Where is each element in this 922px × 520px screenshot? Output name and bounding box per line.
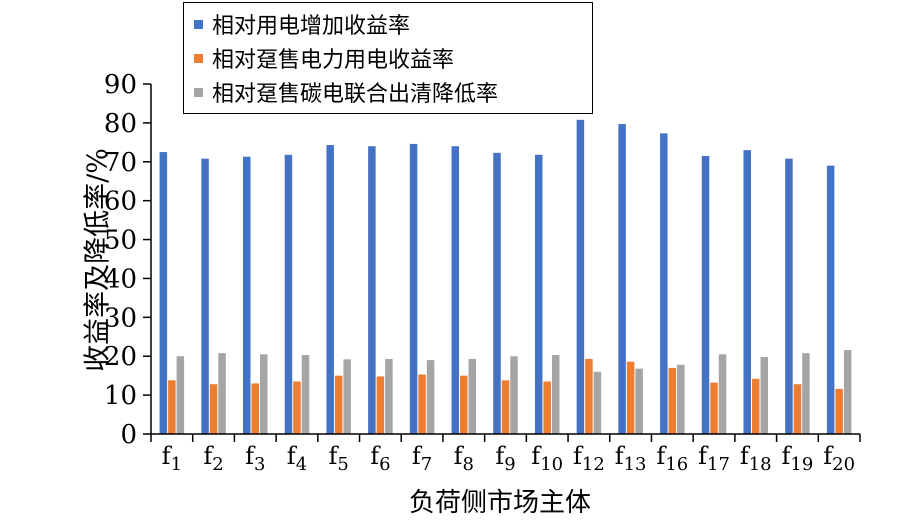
x-tick-label-f5: f5 [329, 442, 349, 475]
bar-series-3-f2 [218, 353, 226, 434]
axes-layer: 0 10 20 30 40 50 60 70 80 90 f1 f2 f3 f4 f5 f6 f7 f8 f9 f10… [104, 70, 861, 475]
bars-layer [159, 119, 852, 435]
bar-series-2-f9 [501, 380, 510, 434]
y-tick-label: 80 [104, 109, 137, 139]
legend-label-series-2: 相对趸售电力用电收益率 [212, 48, 455, 73]
bar-series-1-f7 [409, 143, 418, 434]
y-tick-label: 20 [104, 342, 137, 372]
legend-item-series-3: 相对趸售碳电联合出清降低率 [194, 77, 498, 107]
legend-label-series-1: 相对用电增加收益率 [212, 14, 411, 39]
bar-series-3-f7 [426, 360, 435, 434]
x-tick-label-f20: f20 [823, 442, 855, 475]
bar-series-1-f1 [159, 152, 168, 434]
legend-label-series-3: 相对趸售碳电联合出清降低率 [212, 82, 499, 107]
bar-series-1-f2 [201, 158, 209, 435]
x-tick-label-f12: f12 [573, 442, 605, 475]
bar-series-1-f4 [284, 154, 293, 434]
x-tick-label-f1: f1 [162, 442, 182, 475]
bar-series-3-f19 [802, 353, 810, 434]
bar-series-1-f10 [534, 154, 543, 434]
y-tick-label: 30 [104, 303, 137, 333]
y-tick-label: 70 [104, 148, 137, 178]
y-tick-label: 10 [104, 381, 137, 411]
x-tick-label-f8: f8 [454, 442, 474, 475]
bar-series-3-f3 [260, 354, 268, 434]
bar-series-2-f8 [460, 375, 468, 434]
bar-series-1-f18 [743, 150, 751, 435]
y-tick-label: 60 [104, 187, 137, 217]
x-tick-label-f6: f6 [370, 442, 390, 475]
bar-series-1-f3 [243, 156, 251, 434]
x-tick-label-f2: f2 [203, 442, 223, 475]
bar-series-1-f17 [701, 155, 710, 434]
bar-series-2-f18 [751, 378, 760, 434]
bar-series-1-f8 [451, 146, 460, 434]
bar-series-3-f10 [551, 355, 560, 434]
bar-series-1-f13 [618, 124, 626, 434]
bar-series-3-f8 [468, 358, 477, 434]
chart-legend: 相对用电增加收益率 相对趸售电力用电收益率 相对趸售碳电联合出清降低率 [183, 2, 593, 114]
legend-swatch-series-3 [194, 87, 203, 97]
bar-series-3-f9 [510, 356, 518, 434]
bar-series-3-f1 [176, 356, 185, 434]
bar-series-2-f10 [543, 381, 551, 434]
bar-series-3-f6 [385, 358, 393, 434]
bar-series-3-f16 [677, 364, 685, 434]
bar-series-2-f7 [418, 374, 426, 434]
bar-series-2-f1 [168, 380, 176, 434]
y-tick-label: 40 [104, 264, 137, 294]
x-tick-label-f17: f17 [698, 442, 730, 475]
y-tick-label: 90 [104, 70, 137, 100]
bar-series-2-f16 [668, 367, 677, 434]
bar-series-3-f13 [635, 368, 643, 434]
x-tick-label-f18: f18 [740, 442, 772, 475]
x-tick-label-f19: f19 [782, 442, 814, 475]
y-tick-label: 0 [120, 420, 137, 450]
bar-series-3-f18 [760, 357, 768, 434]
bar-series-3-f17 [718, 354, 727, 434]
legend-item-series-2: 相对趸售电力用电收益率 [194, 43, 454, 73]
x-tick-label-f13: f13 [615, 442, 647, 475]
bar-series-1-f20 [826, 165, 835, 435]
bar-series-2-f20 [835, 388, 843, 434]
bar-series-2-f12 [585, 358, 593, 434]
bar-series-2-f3 [251, 383, 260, 434]
y-tick-label: 50 [104, 226, 137, 256]
bar-series-1-f5 [326, 145, 334, 434]
bar-series-2-f5 [334, 375, 343, 434]
x-tick-label-f3: f3 [245, 442, 265, 475]
bar-series-2-f2 [209, 384, 218, 434]
bar-series-2-f6 [376, 376, 385, 434]
bar-series-2-f13 [626, 361, 635, 434]
bar-series-1-f9 [493, 152, 501, 434]
x-tick-label-f4: f4 [287, 442, 307, 475]
x-tick-label-f7: f7 [412, 442, 432, 475]
legend-item-series-1: 相对用电增加收益率 [194, 9, 410, 39]
y-axis-label: 收益率及降低率/% [82, 148, 114, 372]
bar-series-2-f17 [710, 382, 718, 434]
x-axis-label: 负荷侧市场主体 [408, 488, 592, 518]
bar-series-1-f16 [660, 133, 668, 434]
bar-series-3-f5 [343, 359, 351, 434]
x-tick-label-f9: f9 [495, 442, 515, 475]
bar-series-3-f12 [593, 371, 602, 434]
bar-series-2-f4 [293, 381, 301, 434]
bar-series-3-f20 [843, 350, 852, 434]
legend-swatch-series-2 [194, 53, 203, 63]
bar-series-2-f19 [793, 384, 802, 434]
bar-series-3-f4 [301, 355, 310, 434]
legend-swatch-series-1 [194, 19, 203, 29]
x-tick-label-f16: f16 [656, 442, 688, 475]
x-tick-label-f10: f10 [531, 442, 563, 475]
bar-series-1-f6 [368, 146, 376, 434]
bar-series-1-f19 [785, 158, 793, 435]
bar-series-1-f12 [576, 119, 585, 434]
